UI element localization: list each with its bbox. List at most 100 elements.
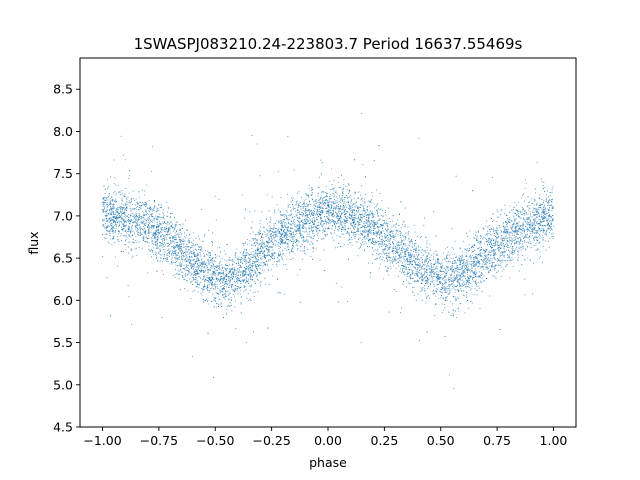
data-point: [416, 254, 418, 256]
data-point: [211, 249, 213, 252]
data-point: [515, 248, 517, 250]
data-point: [432, 289, 435, 291]
data-point: [430, 271, 432, 273]
data-point: [181, 264, 183, 266]
data-point: [366, 235, 368, 237]
data-point: [462, 240, 464, 242]
data-point: [258, 279, 260, 281]
data-point: [385, 223, 388, 225]
data-point: [450, 277, 452, 279]
data-point: [435, 250, 437, 252]
data-point: [310, 255, 312, 257]
data-point: [174, 227, 176, 229]
data-point: [547, 227, 549, 229]
data-point: [548, 227, 550, 230]
data-point: [442, 264, 444, 266]
data-point: [193, 277, 195, 279]
data-point: [459, 275, 462, 277]
data-point: [490, 245, 492, 247]
data-point: [313, 235, 315, 237]
data-point: [238, 272, 240, 274]
data-point: [408, 271, 410, 273]
data-point: [450, 315, 452, 317]
data-point: [415, 270, 417, 272]
data-point: [143, 235, 145, 237]
data-point: [387, 245, 389, 247]
data-point: [296, 200, 298, 202]
data-point: [408, 238, 410, 240]
data-point: [271, 239, 273, 241]
data-point: [437, 263, 439, 265]
data-point: [525, 236, 528, 238]
data-point: [127, 216, 130, 218]
data-point: [511, 227, 513, 229]
data-point: [551, 200, 553, 202]
data-point: [476, 261, 478, 263]
data-point: [331, 183, 333, 186]
data-point: [434, 295, 436, 297]
data-point: [507, 219, 509, 221]
data-point: [518, 241, 520, 243]
data-point: [510, 236, 512, 238]
data-point: [358, 219, 361, 221]
data-point: [151, 248, 153, 250]
data-point: [123, 222, 125, 224]
data-point: [487, 238, 489, 240]
data-point: [320, 223, 322, 225]
data-point: [382, 225, 384, 227]
data-point: [353, 222, 355, 224]
data-point: [211, 285, 213, 287]
data-point: [447, 251, 449, 253]
data-point: [181, 263, 183, 265]
data-point: [463, 276, 465, 278]
data-point: [511, 237, 513, 239]
data-point: [153, 207, 155, 209]
data-point: [420, 246, 422, 248]
data-point: [479, 308, 481, 310]
data-point: [371, 215, 373, 217]
data-point: [407, 234, 409, 236]
data-point: [135, 219, 137, 222]
data-point: [421, 279, 423, 281]
data-point: [206, 262, 208, 264]
data-point: [301, 196, 303, 199]
data-point: [192, 250, 194, 252]
data-point: [529, 222, 531, 224]
data-point: [262, 237, 264, 239]
data-point: [197, 235, 199, 237]
data-point: [481, 255, 483, 257]
data-point: [280, 213, 282, 216]
data-point: [162, 212, 164, 214]
data-point: [341, 217, 343, 219]
data-point: [525, 179, 527, 181]
data-point: [133, 216, 135, 218]
data-point: [374, 231, 376, 233]
data-point: [176, 273, 178, 275]
data-point: [110, 209, 112, 211]
data-point: [245, 263, 247, 265]
data-point: [261, 239, 263, 241]
data-point: [200, 281, 202, 284]
data-point: [523, 236, 526, 239]
data-point: [252, 251, 254, 253]
data-point: [399, 253, 401, 255]
data-point: [299, 221, 301, 223]
data-point: [114, 177, 116, 179]
data-point: [328, 226, 330, 228]
data-point: [522, 194, 524, 196]
data-point: [436, 266, 438, 268]
data-point: [227, 305, 229, 307]
data-point: [259, 268, 261, 270]
data-point: [538, 248, 540, 250]
data-point: [268, 238, 270, 240]
data-point: [366, 222, 368, 224]
data-point: [425, 257, 427, 259]
data-point: [138, 241, 140, 243]
data-point: [459, 277, 461, 279]
data-point: [404, 271, 406, 273]
data-point: [357, 210, 360, 212]
data-point: [240, 260, 242, 262]
data-point: [424, 276, 427, 278]
data-point: [346, 210, 348, 212]
data-point: [489, 239, 491, 241]
